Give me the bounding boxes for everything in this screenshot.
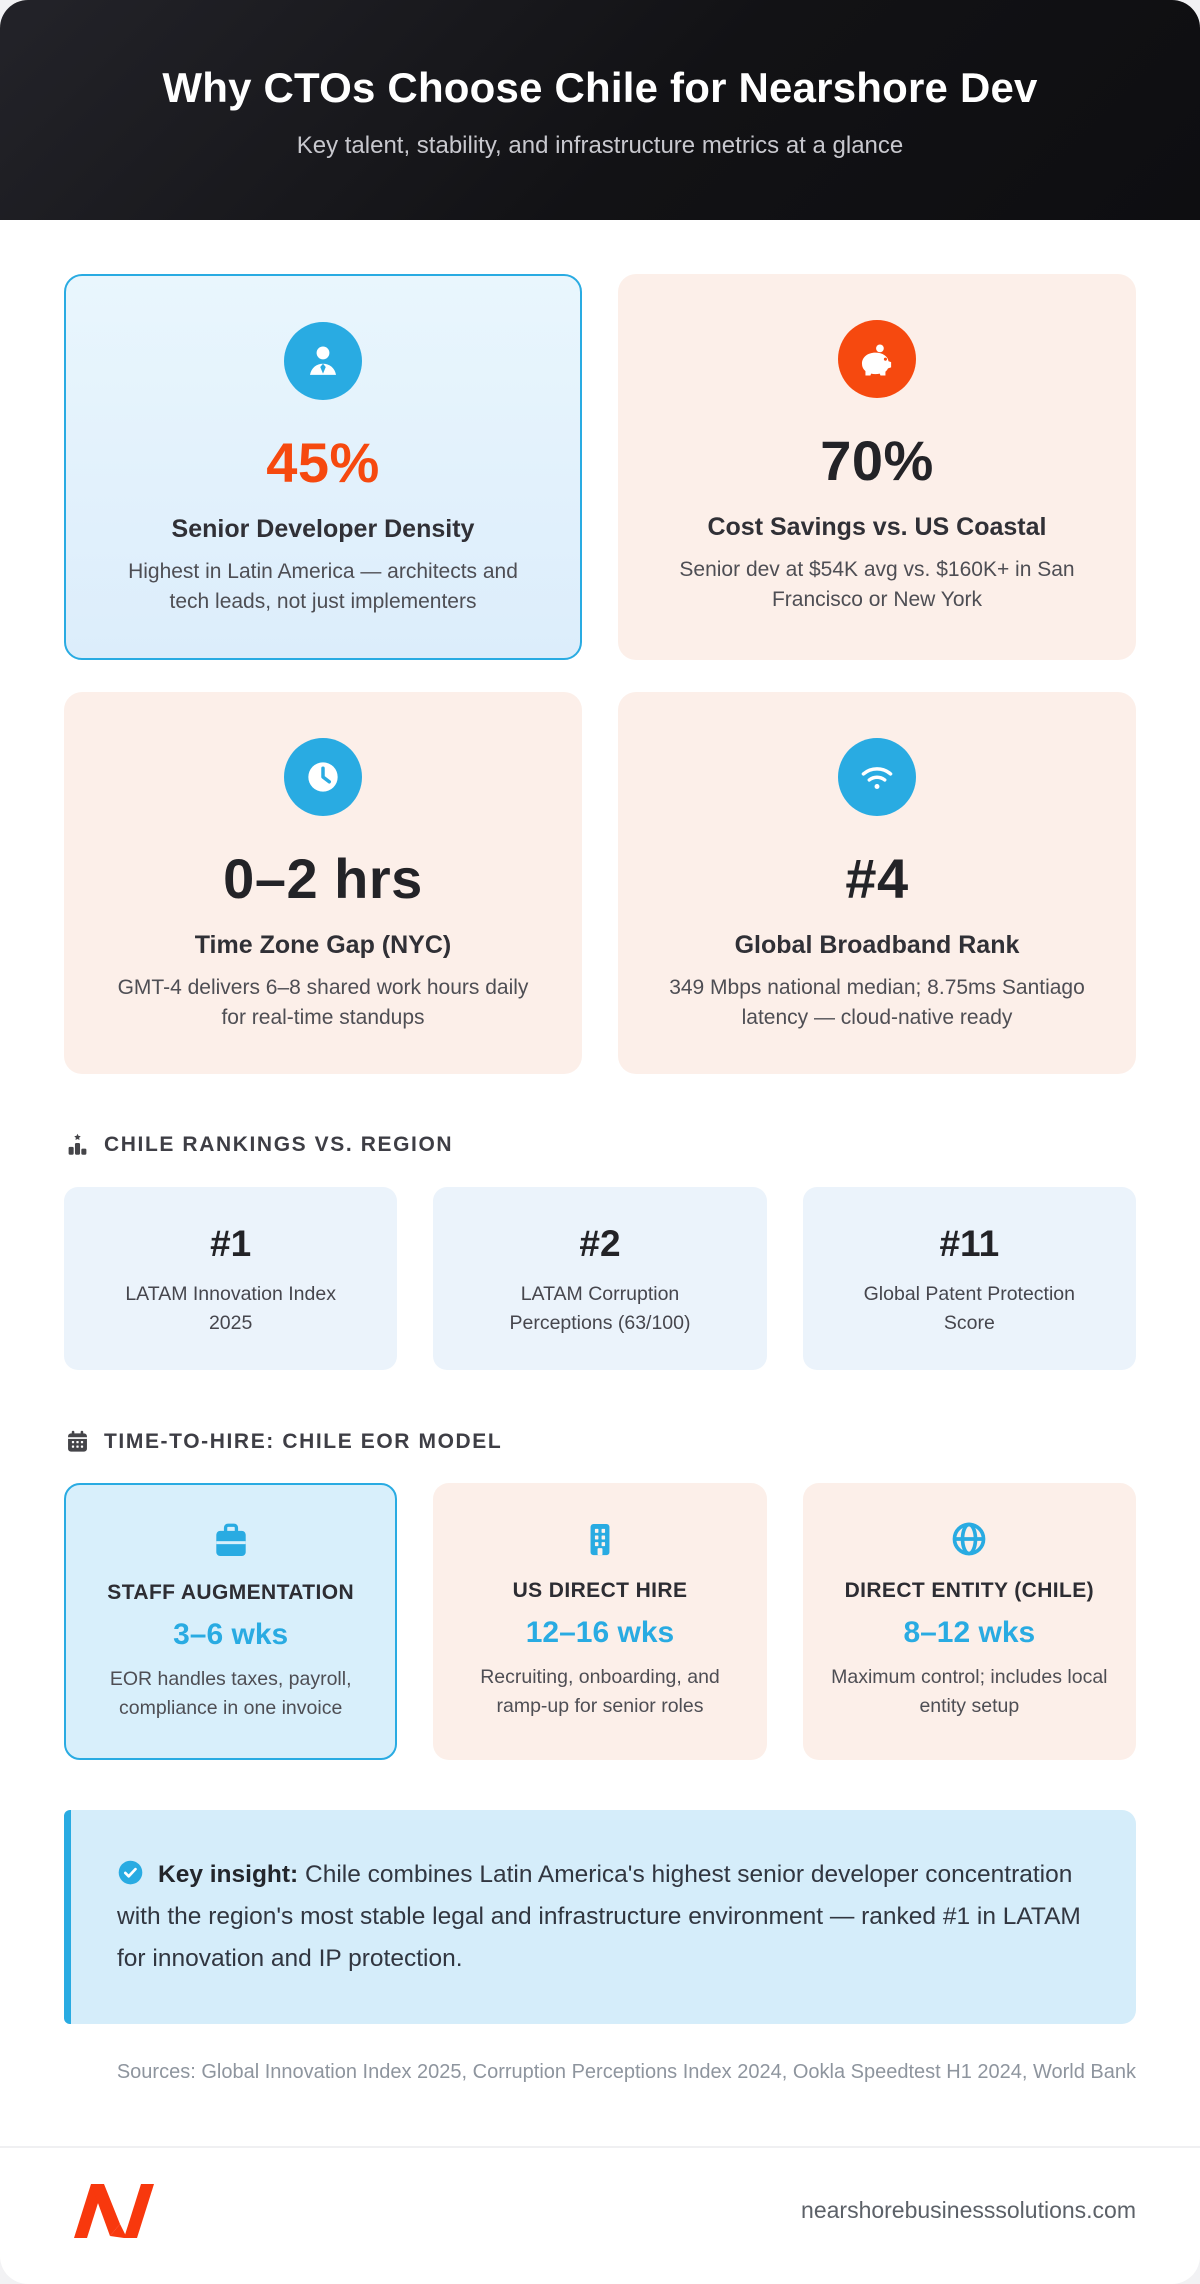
hire-grid: STAFF AUGMENTATION 3–6 wks EOR handles t…	[64, 1483, 1136, 1760]
metric-label: Senior Developer Density	[171, 515, 475, 543]
piggy-bank-icon	[838, 320, 916, 398]
metric-card-cost-savings: 70% Cost Savings vs. US Coastal Senior d…	[618, 274, 1136, 660]
hire-card-direct-entity: DIRECT ENTITY (CHILE) 8–12 wks Maximum c…	[802, 1483, 1136, 1760]
hire-option-description: EOR handles taxes, payroll, compliance i…	[109, 1668, 352, 1719]
person-icon	[284, 322, 362, 400]
key-insight-body: Chile combines Latin America's highest s…	[117, 1860, 1081, 1973]
key-insight-callout: Key insight: Chile combines Latin Americ…	[64, 1809, 1136, 2025]
metric-description: GMT-4 delivers 6–8 shared work hours dai…	[117, 975, 529, 1030]
rank-value: #11	[939, 1222, 1000, 1264]
metric-label: Time Zone Gap (NYC)	[194, 930, 452, 959]
globe-icon	[827, 1517, 1112, 1561]
hire-card-staff-augmentation: STAFF AUGMENTATION 3–6 wks EOR handles t…	[64, 1483, 398, 1760]
hire-option-title: US DIRECT HIRE	[512, 1579, 688, 1603]
clock-icon	[284, 737, 362, 816]
section-heading-label: CHILE RANKINGS VS. REGION	[104, 1133, 454, 1157]
rank-card-innovation: #1 LATAM Innovation Index 2025	[64, 1186, 398, 1371]
calendar-icon	[68, 1430, 87, 1452]
hire-option-duration: 12–16 wks	[525, 1616, 675, 1650]
key-insight-text: Key insight: Chile combines Latin Americ…	[117, 1854, 1090, 1980]
wifi-icon	[838, 737, 916, 816]
rank-card-patent: #11 Global Patent Protection Score	[802, 1186, 1136, 1371]
key-insight-label: Key insight:	[158, 1860, 299, 1888]
hire-card-us-direct-hire: US DIRECT HIRE 12–16 wks Recruiting, onb…	[433, 1483, 767, 1760]
metric-value: #4	[845, 846, 909, 910]
building-icon	[457, 1517, 742, 1561]
rank-label: LATAM Innovation Index 2025	[125, 1282, 336, 1334]
hire-option-duration: 3–6 wks	[173, 1618, 289, 1652]
hire-option-description: Maximum control; includes local entity s…	[831, 1666, 1108, 1717]
metric-value: 0–2 hrs	[223, 846, 423, 910]
rankings-section-heading: CHILE RANKINGS VS. REGION	[64, 1132, 1136, 1159]
rank-value: #2	[579, 1222, 621, 1264]
check-circle-icon	[118, 1860, 143, 1885]
metric-value: 45%	[266, 431, 380, 494]
metric-label: Cost Savings vs. US Coastal	[707, 513, 1047, 541]
metric-description: Highest in Latin America — architects an…	[128, 560, 518, 614]
metric-description: Senior dev at $54K avg vs. $160K+ in San…	[679, 558, 1075, 612]
hire-option-title: DIRECT ENTITY (CHILE)	[844, 1579, 1095, 1603]
sources-note: Sources: Global Innovation Index 2025, C…	[116, 2061, 1136, 2084]
hire-section-heading: TIME-TO-HIRE: CHILE EOR MODEL	[64, 1428, 1136, 1455]
metric-label: Global Broadband Rank	[734, 930, 1020, 959]
metric-card-time-zone: 0–2 hrs Time Zone Gap (NYC) GMT-4 delive…	[64, 691, 582, 1074]
page-subtitle: Key talent, stability, and infrastructur…	[296, 132, 904, 159]
rank-label: LATAM Corruption Perceptions (63/100)	[509, 1282, 691, 1334]
page-title: Why CTOs Choose Chile for Nearshore Dev	[162, 64, 1038, 111]
rank-value: #1	[210, 1222, 252, 1264]
hire-option-duration: 8–12 wks	[903, 1616, 1036, 1650]
main-content: 45% Senior Developer Density Highest in …	[0, 220, 1200, 2146]
header: Why CTOs Choose Chile for Nearshore Dev …	[0, 0, 1200, 220]
hire-option-title: STAFF AUGMENTATION	[107, 1581, 355, 1605]
rankings-grid: #1 LATAM Innovation Index 2025 #2 LATAM …	[64, 1186, 1136, 1371]
footer: nearshorebusinesssolutions.com	[0, 2146, 1200, 2284]
podium-star-icon	[68, 1133, 87, 1155]
nearshore-n-logo	[64, 2178, 164, 2242]
briefcase-icon	[90, 1519, 371, 1563]
metric-grid: 45% Senior Developer Density Highest in …	[64, 274, 1136, 1074]
metric-description: 349 Mbps national median; 8.75ms Santiag…	[669, 975, 1085, 1030]
rank-card-corruption: #2 LATAM Corruption Perceptions (63/100)	[433, 1186, 767, 1371]
footer-url-link[interactable]: nearshorebusinesssolutions.com	[801, 2196, 1136, 2223]
rank-label: Global Patent Protection Score	[863, 1282, 1076, 1334]
metric-value: 70%	[820, 429, 934, 492]
section-heading-label: TIME-TO-HIRE: CHILE EOR MODEL	[104, 1429, 503, 1453]
metric-card-senior-density: 45% Senior Developer Density Highest in …	[64, 274, 582, 660]
metric-card-broadband: #4 Global Broadband Rank 349 Mbps nation…	[618, 691, 1136, 1074]
hire-option-description: Recruiting, onboarding, and ramp-up for …	[480, 1666, 720, 1717]
